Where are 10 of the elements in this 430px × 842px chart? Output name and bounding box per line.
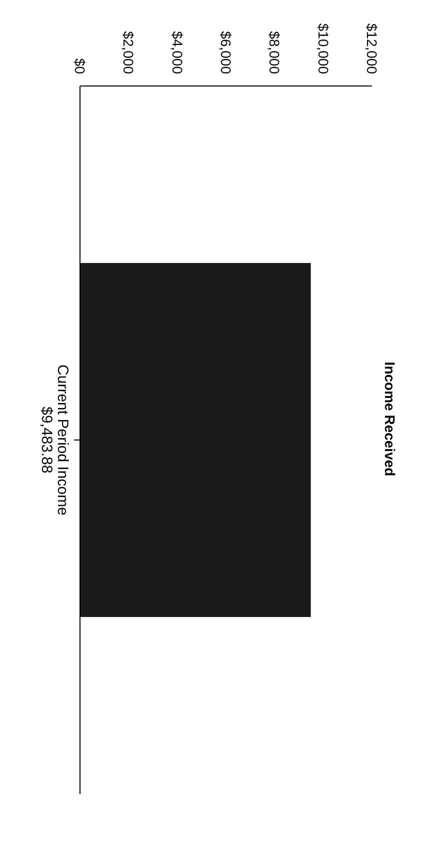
- x-tick-label: $12,000: [364, 23, 380, 74]
- data-label: $9,483.88: [38, 406, 55, 474]
- x-tick-label: $8,000: [266, 31, 283, 74]
- x-tick-label: $0: [72, 58, 88, 74]
- y-tick-label: Current Period Income: [54, 364, 71, 516]
- text: Income Received: [382, 362, 398, 476]
- x-tick-label: $4,000: [169, 31, 186, 74]
- x-tick-label: $6,000: [218, 31, 234, 74]
- x-tick-label: $10,000: [315, 23, 332, 74]
- x-tick-label: $2,000: [120, 31, 137, 74]
